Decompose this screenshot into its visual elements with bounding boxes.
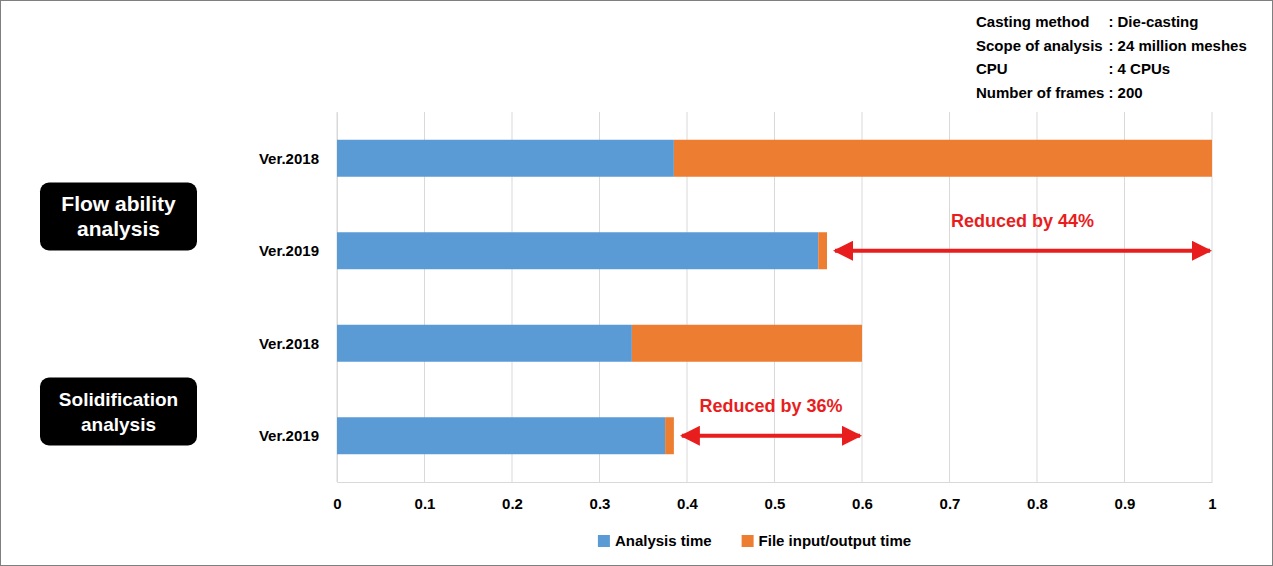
bar-segment xyxy=(337,417,665,454)
group-box xyxy=(40,378,197,446)
annotation-text: Reduced by 44% xyxy=(951,211,1094,231)
bar-segment xyxy=(337,325,632,362)
note-value: : Die-casting xyxy=(1108,13,1198,30)
x-tick-label: 0 xyxy=(333,495,341,512)
x-tick-label: 1 xyxy=(1208,495,1216,512)
note-value: : 4 CPUs xyxy=(1108,60,1170,77)
group-label-text: Solidification xyxy=(59,389,178,410)
note-label: CPU xyxy=(976,60,1008,77)
annotation: Reduced by 36% xyxy=(682,396,860,436)
group-label-text: analysis xyxy=(77,217,160,240)
legend-swatch xyxy=(742,535,754,547)
chart-container: 00.10.20.30.40.50.60.70.80.91Ver.2018Ver… xyxy=(0,0,1273,566)
x-tick: 0.8 xyxy=(1027,482,1048,512)
x-tick: 0.7 xyxy=(940,482,961,512)
x-tick: 1 xyxy=(1208,482,1216,512)
annotation: Reduced by 44% xyxy=(835,211,1210,251)
y-tick: Ver.2019 xyxy=(259,427,337,444)
bar-segment xyxy=(674,140,1212,177)
y-tick-label: Ver.2019 xyxy=(259,427,319,444)
x-tick-label: 0.4 xyxy=(677,495,699,512)
series-1 xyxy=(632,140,1212,455)
y-tick-label: Ver.2019 xyxy=(259,242,319,259)
chart-svg: 00.10.20.30.40.50.60.70.80.91Ver.2018Ver… xyxy=(0,0,1273,566)
annotation-text: Reduced by 36% xyxy=(699,396,842,416)
note-label: Casting method xyxy=(976,13,1089,30)
x-tick-label: 0.5 xyxy=(765,495,786,512)
bar-segment xyxy=(665,417,674,454)
x-tick-label: 0.8 xyxy=(1027,495,1048,512)
annotation-arrow xyxy=(835,249,1210,253)
x-axis-line xyxy=(338,482,1213,483)
x-tick: 0.4 xyxy=(677,482,699,512)
bar-segment xyxy=(632,325,862,362)
x-tick: 0.2 xyxy=(502,482,523,512)
legend-text: File input/output time xyxy=(759,532,911,549)
group-label: Flow abilityanalysis xyxy=(40,183,197,251)
x-tick-label: 0.1 xyxy=(415,495,436,512)
x-tick-label: 0.6 xyxy=(852,495,873,512)
annotations: Reduced by 44% Reduced by 36% xyxy=(682,211,1210,436)
x-tick: 0.9 xyxy=(1115,482,1136,512)
y-tick-label: Ver.2018 xyxy=(259,335,319,352)
y-tick: Ver.2019 xyxy=(259,242,337,259)
group-label-text: analysis xyxy=(81,414,156,435)
legend-text: Analysis time xyxy=(615,532,712,549)
x-tick: 0.5 xyxy=(765,482,786,512)
y-tick: Ver.2018 xyxy=(259,335,337,352)
grid xyxy=(337,112,1212,482)
legend-item: File input/output time xyxy=(742,532,911,549)
x-tick: 0.3 xyxy=(590,482,611,512)
y-axis: Ver.2018 Ver.2019 Ver.2018 Ver.2019 xyxy=(259,113,338,483)
x-tick: 0 xyxy=(333,482,341,512)
group-label: Solidification analysis xyxy=(40,378,197,446)
group-labels: Flow abilityanalysisSolidificationanalys… xyxy=(40,183,197,446)
legend: Analysis time File input/output time xyxy=(598,532,911,549)
x-axis: 0 0.1 0.2 0.3 0.4 0.5 0.6 0.7 0.8 0.9 1 xyxy=(333,482,1216,512)
y-tick-label: Ver.2018 xyxy=(259,150,319,167)
x-tick-label: 0.3 xyxy=(590,495,611,512)
note-value: : 24 million meshes xyxy=(1108,37,1246,54)
bars xyxy=(337,140,1212,455)
x-tick-label: 0.2 xyxy=(502,495,523,512)
frame xyxy=(1,1,1273,566)
x-tick-label: 0.7 xyxy=(940,495,961,512)
annotation-arrow xyxy=(682,434,860,438)
legend-item: Analysis time xyxy=(598,532,712,549)
x-tick-label: 0.9 xyxy=(1115,495,1136,512)
note-label: Number of frames xyxy=(976,84,1104,101)
notes: Casting method : Die-casting Scope of anal… xyxy=(976,13,1247,101)
bar-segment xyxy=(818,232,827,269)
group-box xyxy=(40,183,197,251)
y-tick: Ver.2018 xyxy=(259,150,337,167)
group-label-text: Flow ability xyxy=(61,192,176,215)
x-tick: 0.6 xyxy=(852,482,873,512)
x-tick: 0.1 xyxy=(415,482,436,512)
bar-segment xyxy=(337,140,674,177)
note-value: : 200 xyxy=(1108,84,1142,101)
bar-segment xyxy=(337,232,818,269)
note-label: Scope of analysis xyxy=(976,37,1103,54)
legend-swatch xyxy=(598,535,610,547)
